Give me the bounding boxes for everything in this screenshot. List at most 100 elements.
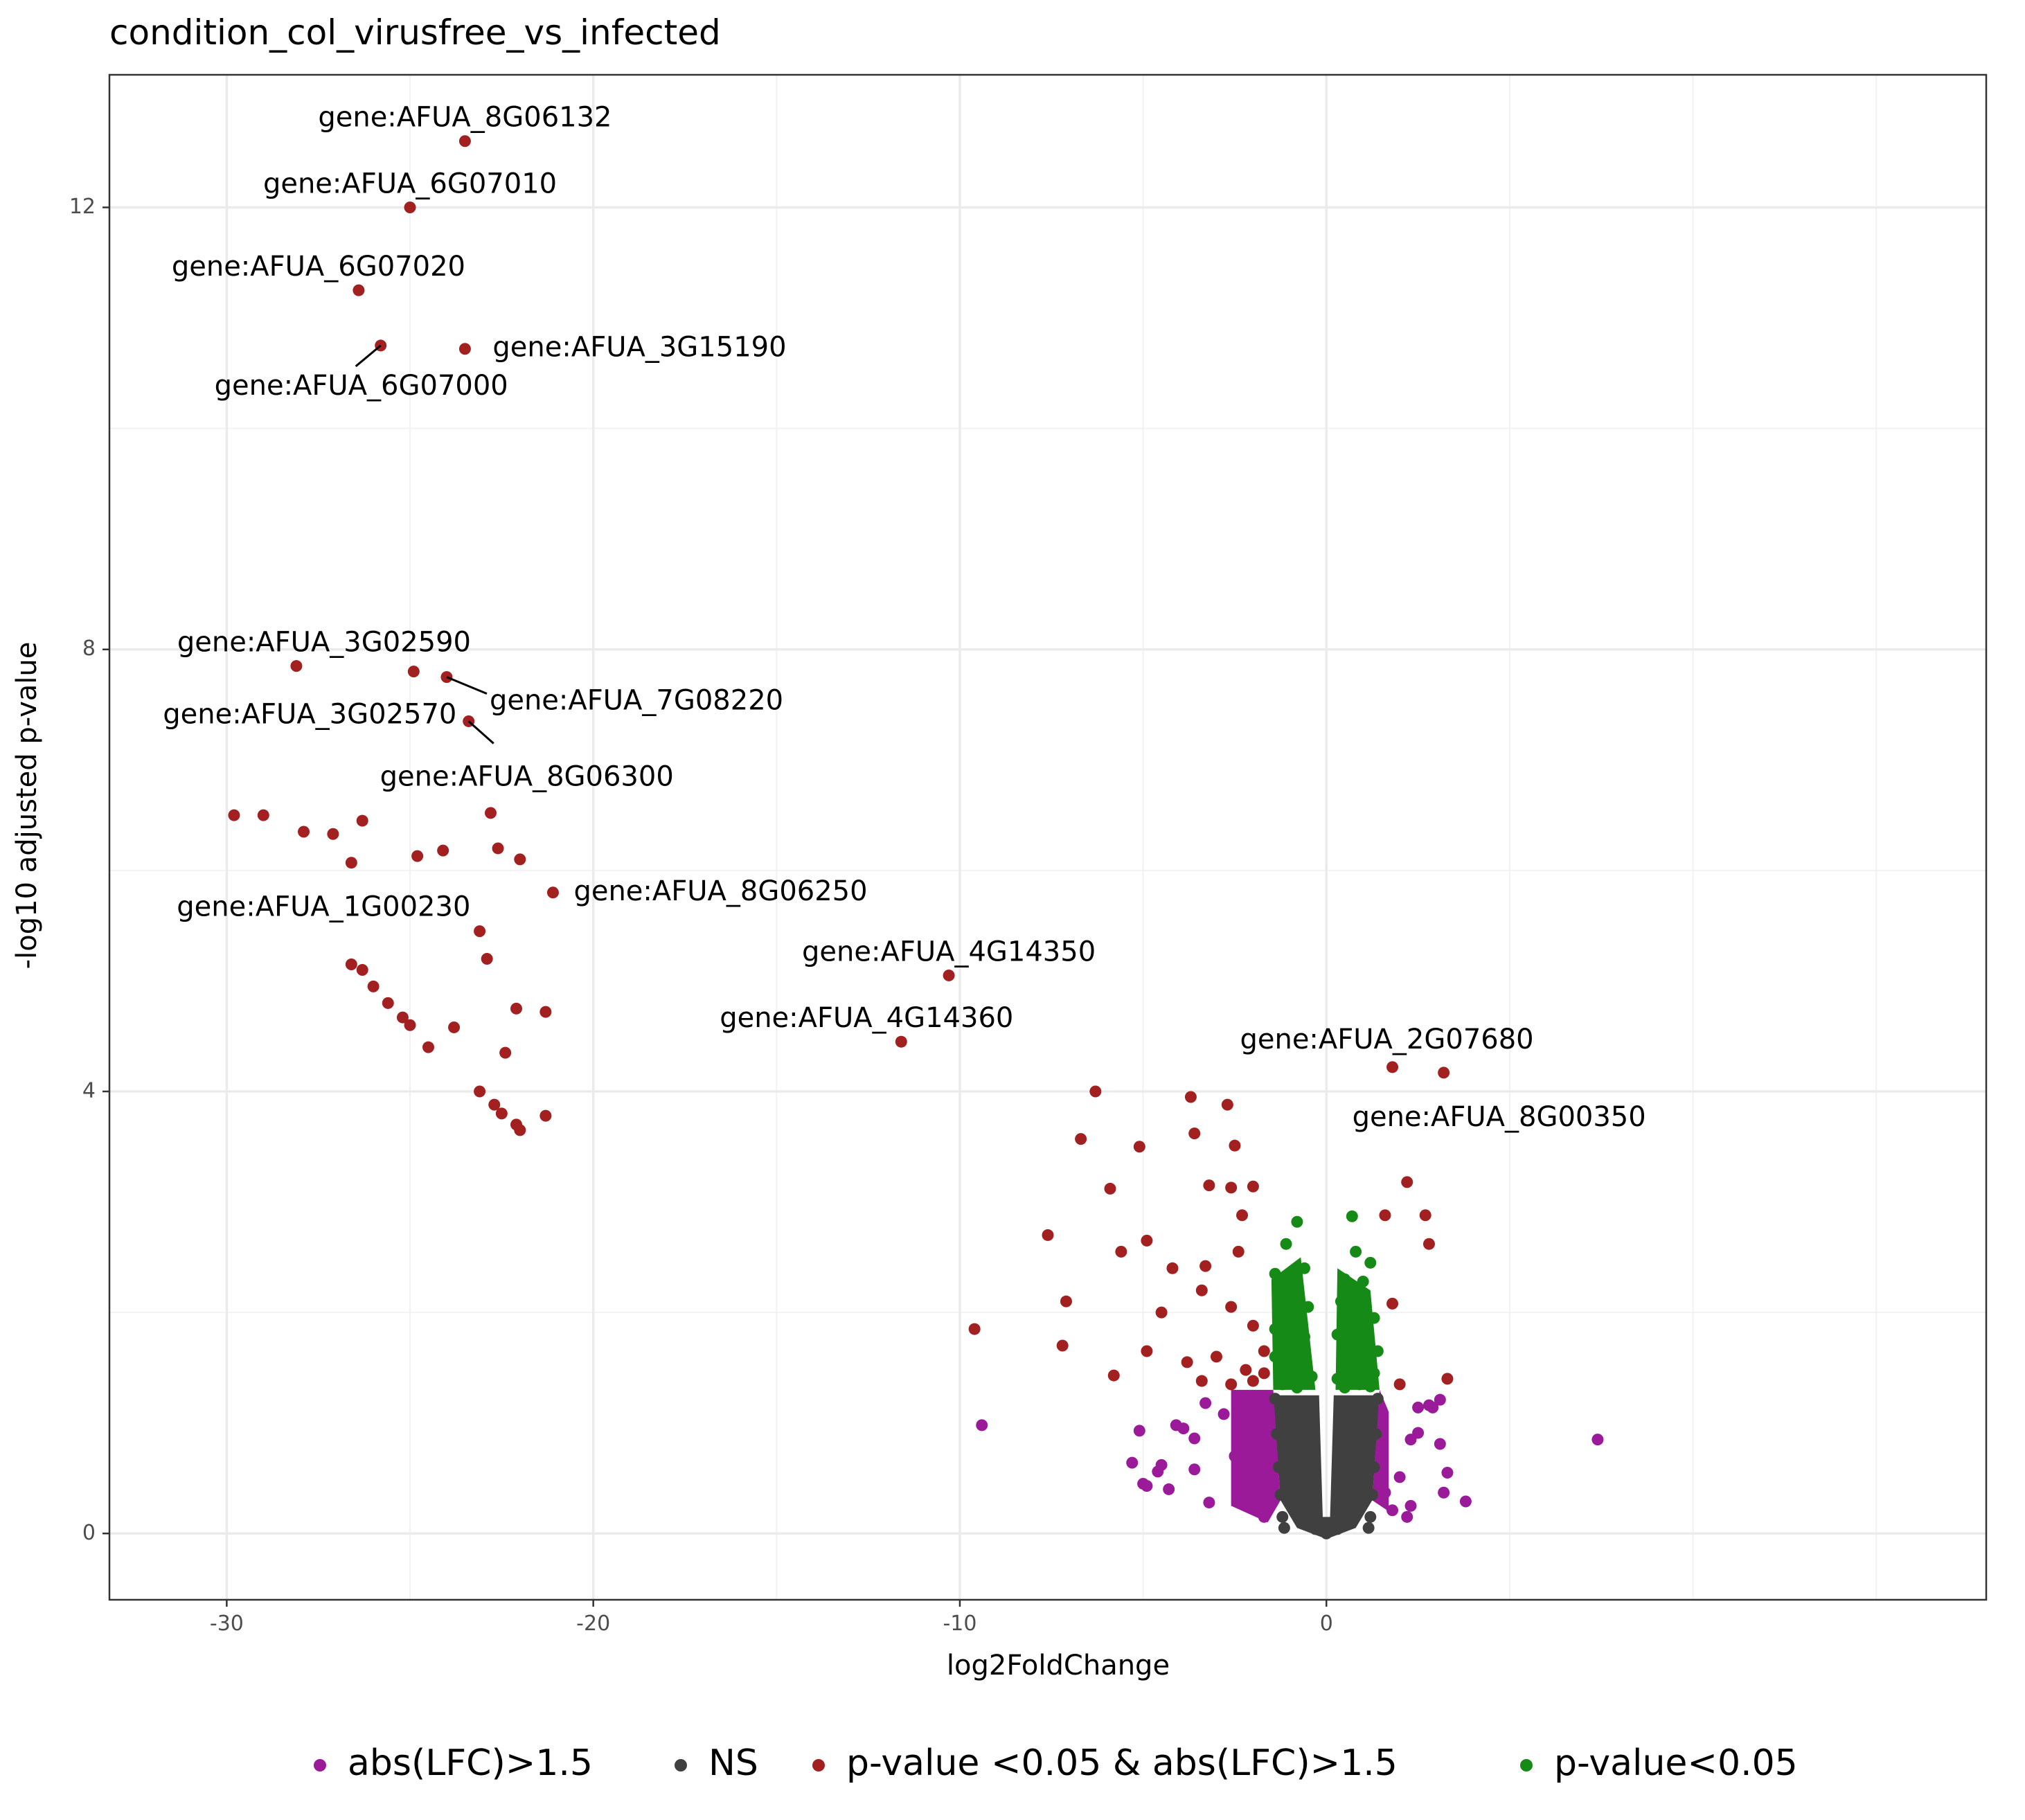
legend: abs(LFC)>1.5 NS p-value <0.05 & abs(LFC)>1… [314, 1742, 1798, 1784]
data-point [1305, 1371, 1318, 1383]
data-point [1089, 1085, 1102, 1098]
data-point [1362, 1522, 1375, 1534]
legend-label: p-value <0.05 & abs(LFC)>1.5 [846, 1742, 1398, 1784]
series-sig_lfc [228, 135, 1454, 1391]
data-point [1199, 1260, 1212, 1272]
legend-label: abs(LFC)>1.5 [348, 1742, 593, 1784]
data-point [228, 809, 240, 821]
data-point [1278, 1522, 1290, 1534]
plot-border [108, 73, 1988, 1601]
data-point [1195, 1375, 1208, 1387]
data-point [1350, 1472, 1362, 1484]
plot-title: condition_col_virusfree_vs_infected [109, 12, 721, 53]
data-point [1280, 1356, 1292, 1368]
data-point [1371, 1393, 1384, 1405]
data-point [488, 1098, 501, 1111]
legend-label: NS [708, 1742, 758, 1784]
x-tick-label: -10 [943, 1612, 976, 1636]
data-point [1258, 1367, 1270, 1380]
sig-point-cluster [1335, 1268, 1380, 1390]
data-point [1060, 1295, 1072, 1308]
data-point [382, 997, 394, 1009]
data-point [1422, 1238, 1435, 1250]
data-point [1166, 1262, 1179, 1274]
data-point [1258, 1345, 1270, 1357]
data-point [1401, 1510, 1413, 1523]
data-point [1364, 1380, 1377, 1393]
gene-label: gene:AFUA_7G08220 [490, 685, 783, 717]
data-point [1042, 1229, 1054, 1241]
data-point [1459, 1495, 1472, 1508]
data-point [1294, 1362, 1307, 1374]
data-point [1195, 1284, 1208, 1296]
gene-label: gene:AFUA_8G06132 [318, 102, 612, 134]
data-point [1236, 1209, 1249, 1222]
data-point [968, 1323, 981, 1335]
data-point [514, 1124, 526, 1136]
data-point [1133, 1425, 1145, 1437]
data-point [353, 284, 365, 296]
data-point [481, 953, 493, 965]
data-point [1210, 1350, 1222, 1363]
data-point [1229, 1139, 1241, 1152]
series-ns [1269, 1393, 1384, 1540]
panel-border-rect [108, 73, 1988, 1601]
data-point [1107, 1369, 1120, 1382]
data-point [1353, 1378, 1366, 1391]
data-point [1302, 1301, 1314, 1313]
data-point [407, 666, 420, 678]
data-point [1379, 1486, 1391, 1499]
data-point [1401, 1176, 1413, 1188]
gene-label: gene:AFUA_6G07020 [172, 251, 465, 283]
data-point [1335, 1295, 1347, 1308]
gene-labels: gene:AFUA_8G06132 gene:AFUA_6G07010 gene:A… [163, 102, 1645, 1133]
data-point [1287, 1439, 1300, 1452]
data-point [1364, 1256, 1377, 1269]
data-point [1309, 1523, 1321, 1535]
label-leader-lines [355, 344, 494, 744]
data-point [1368, 1461, 1380, 1474]
data-point [1141, 1345, 1153, 1357]
data-point [1370, 1428, 1382, 1440]
data-point [1357, 1406, 1369, 1418]
data-point [1274, 1488, 1287, 1501]
gene-label: gene:AFUA_6G07000 [215, 370, 508, 402]
legend-item: p-value<0.05 [1520, 1742, 1798, 1784]
data-point [1371, 1345, 1384, 1357]
data-point [1299, 1330, 1311, 1343]
data-point [1434, 1393, 1446, 1406]
data-point [1346, 1494, 1358, 1506]
data-point [1269, 1350, 1281, 1363]
data-point [1368, 1367, 1380, 1380]
data-point [1184, 1091, 1197, 1103]
gene-label: gene:AFUA_2G07680 [1240, 1024, 1533, 1055]
data-point [1320, 1527, 1332, 1540]
data-point [539, 1006, 552, 1018]
series-sig [1269, 1210, 1384, 1394]
data-point [1229, 1450, 1241, 1463]
data-point [1203, 1497, 1215, 1509]
data-point [1163, 1483, 1175, 1495]
data-point [1133, 1141, 1145, 1153]
gene-label: gene:AFUA_6G07010 [263, 168, 557, 199]
data-point [356, 963, 368, 976]
data-point [1236, 1486, 1249, 1498]
data-point [539, 1109, 552, 1122]
data-point [1269, 1267, 1281, 1280]
data-point [1412, 1401, 1425, 1413]
data-point [1225, 1378, 1238, 1391]
data-point [1366, 1488, 1378, 1501]
data-point [1591, 1434, 1604, 1446]
data-point [1357, 1275, 1369, 1287]
data-point [1126, 1456, 1139, 1469]
data-point [1283, 1328, 1296, 1341]
data-point [1243, 1391, 1256, 1404]
data-point [1393, 1378, 1406, 1391]
data-point [1247, 1375, 1259, 1387]
legend-item: abs(LFC)>1.5 [314, 1742, 593, 1784]
data-point [448, 1021, 461, 1033]
data-point [1434, 1438, 1446, 1450]
panel-background [109, 75, 1986, 1600]
data-point [345, 958, 357, 970]
data-point [257, 809, 269, 821]
